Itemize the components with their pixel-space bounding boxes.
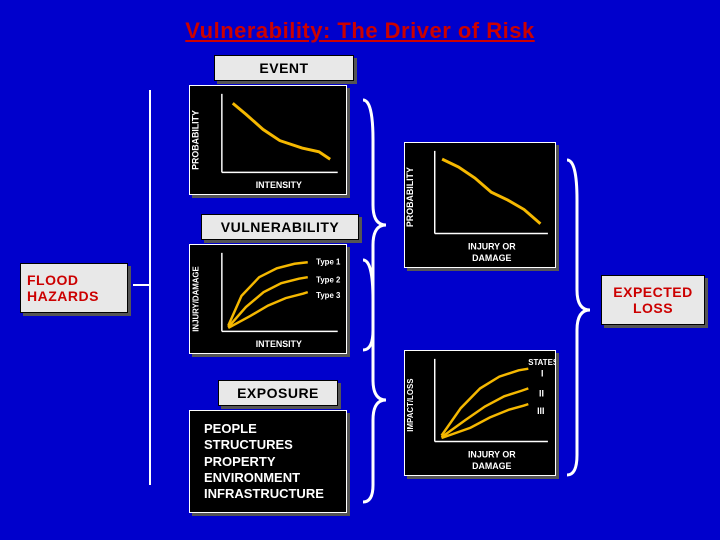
impact-xlabel-2: DAMAGE	[472, 461, 511, 471]
state-2-label: II	[539, 388, 544, 398]
vuln-ylabel: INJURY/DAMAGE	[191, 266, 200, 332]
vulnerability-chart: Type 1 Type 2 Type 3 INJURY/DAMAGE INTEN…	[189, 244, 347, 354]
injury-damage-chart: PROBABILITY INJURY OR DAMAGE	[404, 142, 556, 268]
injury-chart-svg: PROBABILITY INJURY OR DAMAGE	[405, 143, 555, 267]
vuln-type3-label: Type 3	[316, 291, 341, 300]
state-3-label: III	[537, 406, 544, 416]
impact-ylabel: IMPACT/LOSS	[406, 379, 415, 432]
event-chart: PROBABILITY INTENSITY	[189, 85, 347, 195]
brace-bottom	[358, 240, 398, 520]
event-chart-svg: PROBABILITY INTENSITY	[190, 86, 346, 194]
expected-loss-box: EXPECTED LOSS	[601, 275, 705, 325]
vuln-xlabel: INTENSITY	[256, 339, 302, 349]
vulnerability-label-box: VULNERABILITY	[201, 214, 359, 240]
event-ylabel: PROBABILITY	[190, 110, 200, 170]
impact-loss-chart: STATES I II III IMPACT/LOSS INJURY OR DA…	[404, 350, 556, 476]
vulnerability-chart-svg: Type 1 Type 2 Type 3 INJURY/DAMAGE INTEN…	[190, 245, 346, 353]
exposure-label-box: EXPOSURE	[218, 380, 338, 406]
states-label: STATES	[528, 358, 555, 367]
event-label-box: EVENT	[214, 55, 354, 81]
injury-xlabel-1: INJURY OR	[468, 241, 516, 251]
exposure-item: PEOPLE	[204, 421, 332, 437]
exposure-list: PEOPLE STRUCTURES PROPERTY ENVIRONMENT I…	[189, 410, 347, 513]
loss-label: LOSS	[606, 300, 700, 316]
brace-right	[562, 140, 598, 480]
vuln-type1-label: Type 1	[316, 258, 341, 267]
exposure-item: ENVIRONMENT	[204, 470, 332, 486]
injury-xlabel-2: DAMAGE	[472, 253, 511, 263]
brace-top	[358, 80, 398, 360]
flood-label: FLOOD	[27, 272, 121, 288]
page-title: Vulnerability: The Driver of Risk	[0, 18, 720, 44]
impact-chart-svg: STATES I II III IMPACT/LOSS INJURY OR DA…	[405, 351, 555, 475]
exposure-item: PROPERTY	[204, 454, 332, 470]
flood-connector	[128, 90, 188, 490]
impact-xlabel-1: INJURY OR	[468, 449, 516, 459]
event-xlabel: INTENSITY	[256, 180, 302, 190]
vuln-type2-label: Type 2	[316, 275, 341, 284]
injury-ylabel: PROBABILITY	[405, 167, 415, 227]
hazards-label: HAZARDS	[27, 288, 121, 304]
exposure-item: INFRASTRUCTURE	[204, 486, 332, 502]
exposure-item: STRUCTURES	[204, 437, 332, 453]
state-1-label: I	[541, 369, 543, 379]
flood-hazards-box: FLOOD HAZARDS	[20, 263, 128, 313]
expected-label: EXPECTED	[606, 284, 700, 300]
